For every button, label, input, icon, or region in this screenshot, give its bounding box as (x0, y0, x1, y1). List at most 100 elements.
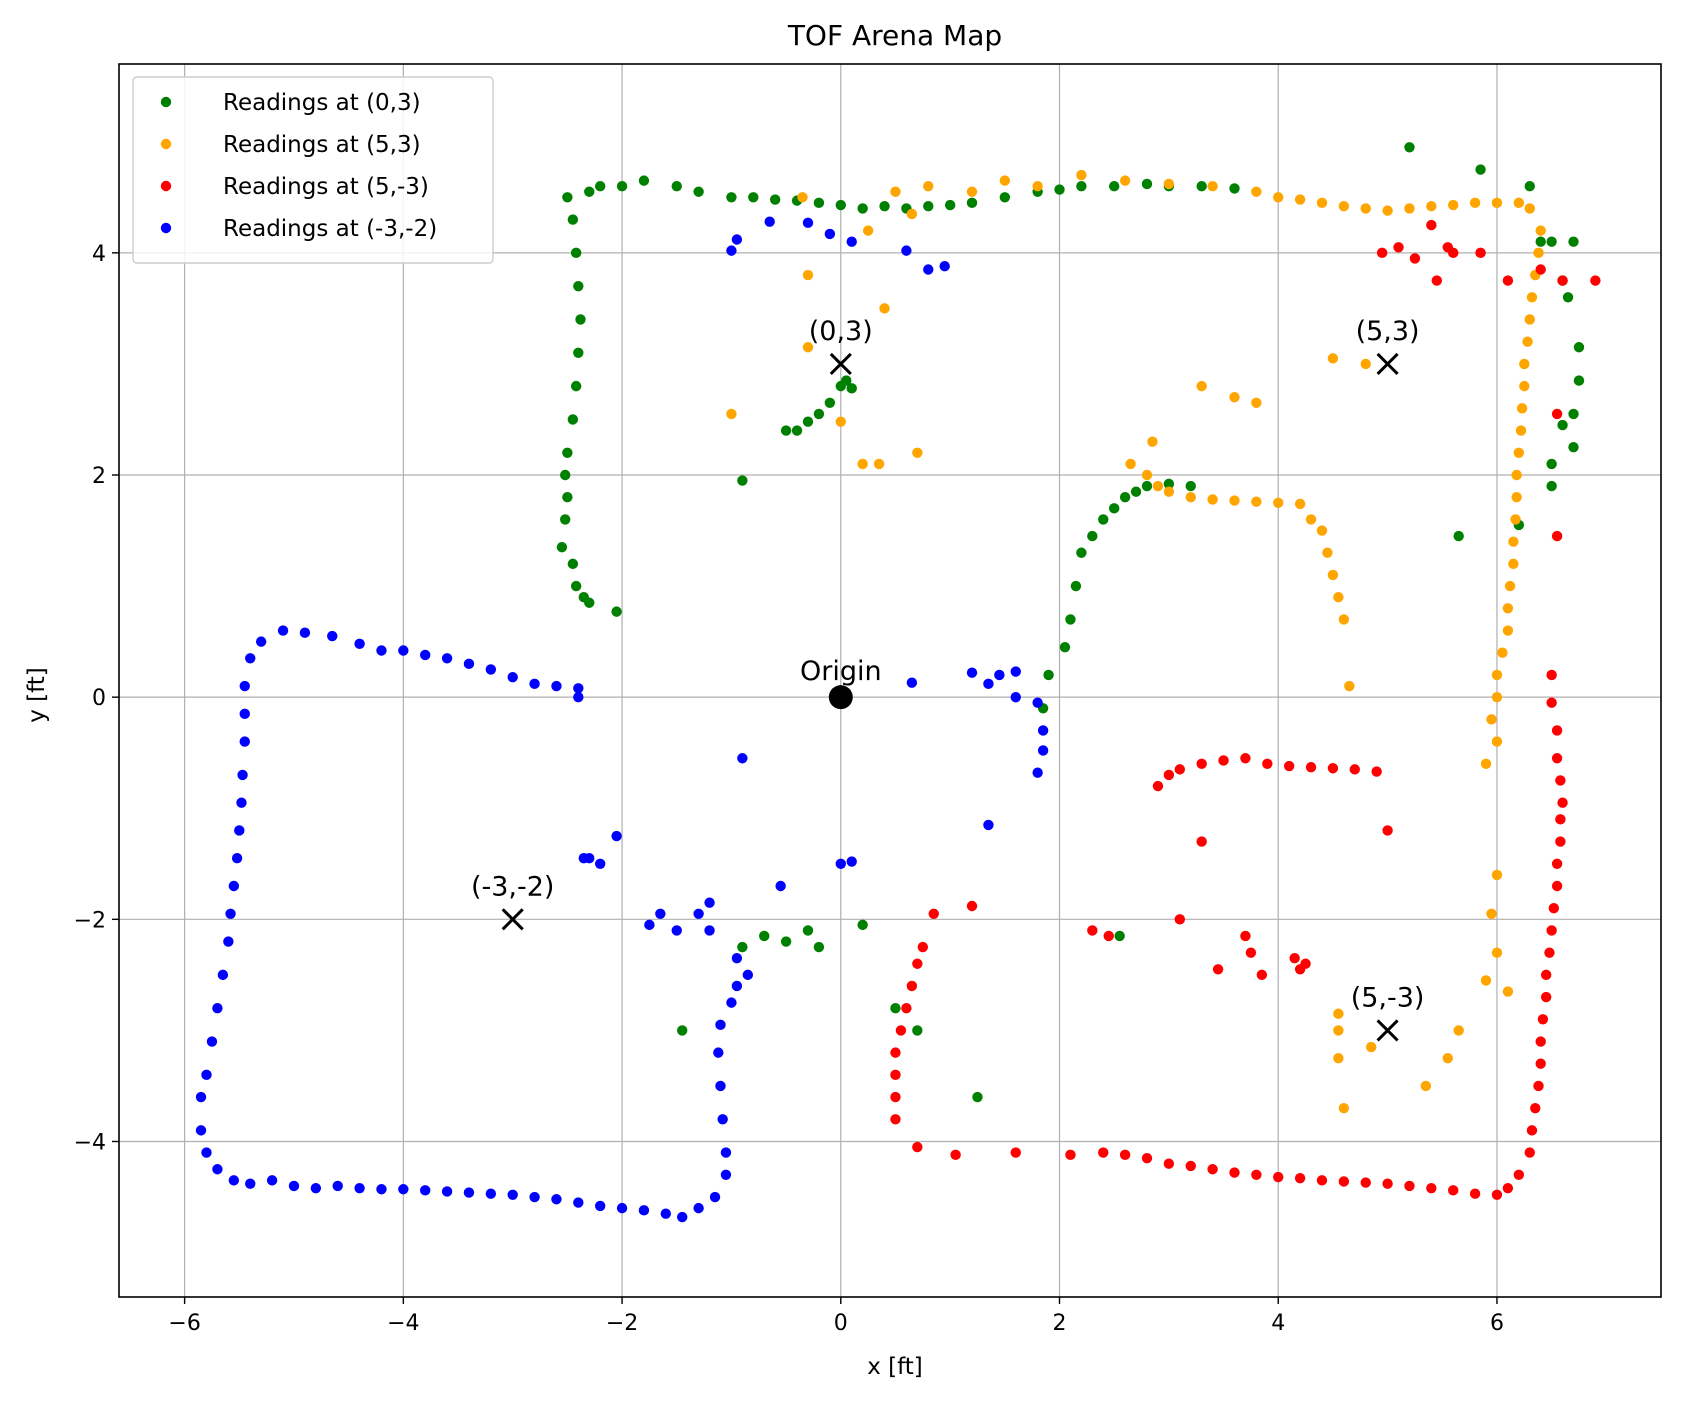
data-point (879, 303, 890, 314)
data-point (567, 214, 579, 225)
x-tick-label: −6 (168, 1311, 200, 1336)
data-point (398, 645, 409, 656)
data-point (1349, 764, 1360, 775)
data-point (212, 1002, 223, 1014)
data-point (802, 925, 814, 936)
data-point (1251, 397, 1262, 408)
data-point (529, 678, 540, 690)
x-tick-label: 4 (1271, 1311, 1285, 1336)
data-point (720, 1169, 732, 1181)
data-point (1442, 242, 1453, 253)
data-point (1513, 197, 1525, 209)
data-point (1240, 753, 1251, 764)
data-point (1426, 200, 1437, 212)
data-point (1551, 753, 1563, 764)
data-point (1562, 292, 1574, 303)
data-point (1229, 495, 1240, 506)
data-point (1141, 1152, 1153, 1164)
data-point (1333, 1052, 1344, 1064)
data-point (726, 997, 737, 1008)
data-point (195, 1125, 207, 1136)
data-point (1212, 964, 1224, 975)
data-point (715, 1019, 726, 1031)
data-point (731, 234, 743, 245)
data-point (835, 199, 846, 211)
data-point (1448, 1185, 1459, 1196)
data-point (327, 630, 338, 642)
data-point (1557, 419, 1568, 431)
data-point (239, 708, 250, 720)
data-point (966, 667, 978, 678)
data-point (1469, 1188, 1481, 1199)
data-point (1305, 514, 1317, 525)
data-point (1568, 236, 1579, 247)
data-point (928, 908, 939, 919)
data-point (890, 1091, 901, 1103)
data-point (1185, 1160, 1196, 1172)
data-point (573, 691, 584, 703)
data-point (1511, 469, 1522, 481)
data-point (1245, 947, 1257, 958)
data-point (638, 1205, 650, 1216)
data-point (570, 380, 582, 392)
data-point (1551, 408, 1563, 420)
data-point (1185, 492, 1196, 503)
data-point (1289, 953, 1300, 964)
data-point (693, 1202, 704, 1214)
chart-title: TOF Arena Map (787, 19, 1002, 52)
data-point (846, 383, 857, 394)
legend-box (132, 76, 494, 264)
data-point (1557, 797, 1568, 808)
data-point (1551, 880, 1563, 892)
data-point (862, 225, 874, 236)
data-point (1548, 903, 1560, 914)
data-point (570, 580, 582, 592)
legend-label: Readings at (5,3) (223, 132, 421, 158)
data-point (1196, 836, 1207, 847)
data-point (206, 1036, 218, 1047)
data-point (901, 245, 912, 256)
data-point (1540, 969, 1552, 981)
x-tick-label: 6 (1490, 1311, 1504, 1336)
data-point (611, 830, 622, 842)
data-point (594, 858, 606, 869)
data-point (1555, 836, 1566, 847)
data-point (780, 936, 792, 947)
data-point (234, 825, 245, 836)
data-point (1338, 1176, 1350, 1187)
data-point (1196, 380, 1207, 392)
data-point (239, 680, 250, 692)
data-point (1519, 358, 1530, 370)
data-point (906, 980, 918, 992)
data-point (1059, 641, 1071, 653)
data-point (441, 1186, 453, 1197)
data-point (1360, 358, 1371, 370)
data-point (1229, 392, 1240, 403)
data-point (769, 194, 781, 205)
data-point (655, 908, 666, 919)
data-point (616, 180, 628, 192)
legend-label: Readings at (-3,-2) (223, 216, 437, 242)
data-point (611, 606, 622, 617)
data-point (1119, 492, 1131, 503)
data-point (1196, 758, 1207, 770)
data-point (1551, 858, 1563, 869)
data-point (1076, 547, 1087, 558)
data-point (737, 941, 748, 953)
data-point (835, 416, 846, 427)
data-point (1491, 1189, 1503, 1201)
data-point (594, 180, 606, 192)
data-point (693, 186, 704, 197)
data-point (376, 1184, 387, 1195)
data-point (228, 1175, 240, 1186)
data-point (567, 414, 579, 425)
data-point (713, 1047, 724, 1058)
data-point (717, 1114, 728, 1125)
data-point (1360, 203, 1371, 214)
y-tick-label: 4 (92, 242, 106, 267)
data-point (1546, 697, 1557, 708)
x-tick-label: −2 (606, 1311, 638, 1336)
data-point (797, 192, 808, 203)
data-point (1256, 969, 1268, 981)
data-point (737, 475, 748, 486)
